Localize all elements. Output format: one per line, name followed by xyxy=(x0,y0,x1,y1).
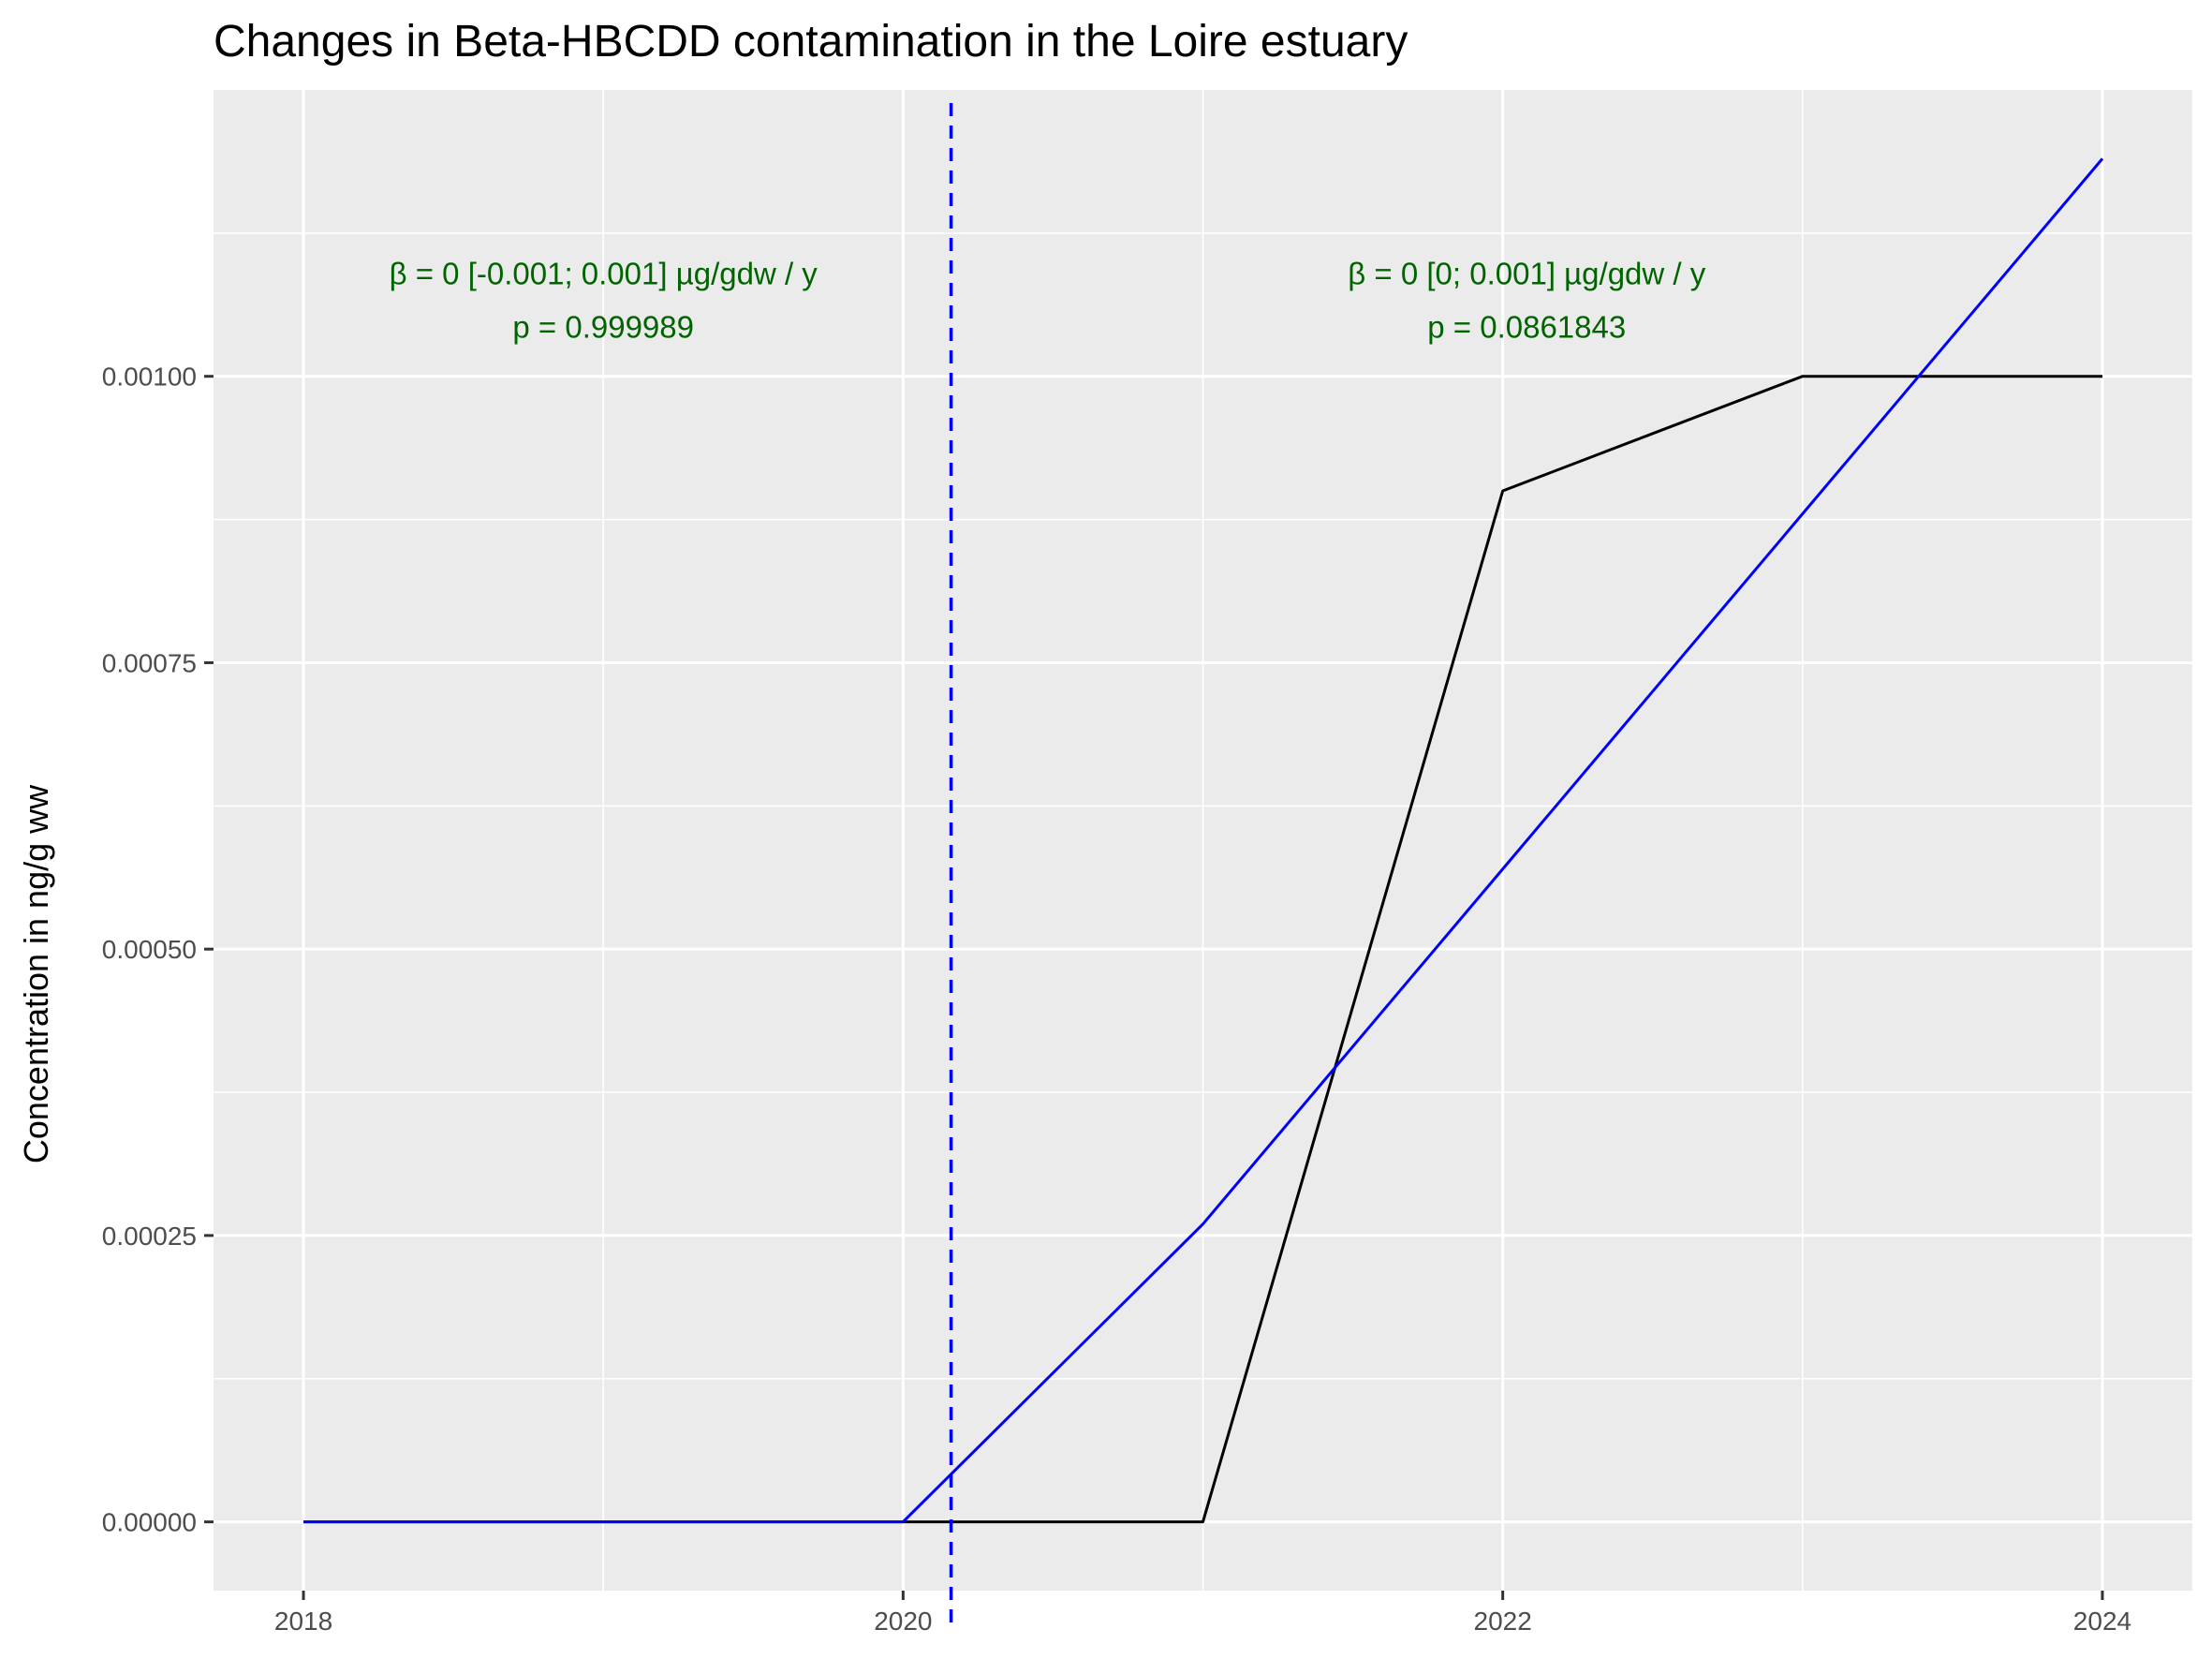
grid-minor xyxy=(214,90,2192,1591)
x-tick-label: 2020 xyxy=(874,1607,932,1636)
chart-title: Changes in Beta-HBCDD contamination in t… xyxy=(214,17,1408,67)
annotation-2-line1: β = 0 [0; 0.001] µg/gdw / y xyxy=(1348,257,1705,291)
x-tick-label: 2022 xyxy=(1474,1607,1532,1636)
y-tick-label: 0.00075 xyxy=(102,648,197,677)
x-tick-label: 2024 xyxy=(2073,1607,2131,1636)
y-axis-label: Concentration in ng/g ww xyxy=(17,784,55,1163)
y-tick-label: 0.00000 xyxy=(102,1508,197,1537)
annotation-layer: β = 0 [-0.001; 0.001] µg/gdw / y p = 0.99… xyxy=(390,257,1706,345)
y-axis: 0.00000 0.00025 0.00050 0.00075 0.00100 xyxy=(102,363,214,1537)
trend-series-line xyxy=(303,157,2104,1524)
annotation-2-line2: p = 0.0861843 xyxy=(1427,310,1626,345)
y-tick-label: 0.00050 xyxy=(102,935,197,964)
y-tick-label: 0.00025 xyxy=(102,1222,197,1251)
annotation-1-line2: p = 0.999989 xyxy=(512,310,694,345)
y-tick-label: 0.00100 xyxy=(102,363,197,392)
grid-major xyxy=(214,90,2192,1591)
x-axis: 2018 2020 2022 2024 xyxy=(274,1591,2131,1636)
annotation-1-line1: β = 0 [-0.001; 0.001] µg/gdw / y xyxy=(390,257,818,291)
series-layer xyxy=(303,157,2104,1524)
x-tick-label: 2018 xyxy=(274,1607,332,1636)
